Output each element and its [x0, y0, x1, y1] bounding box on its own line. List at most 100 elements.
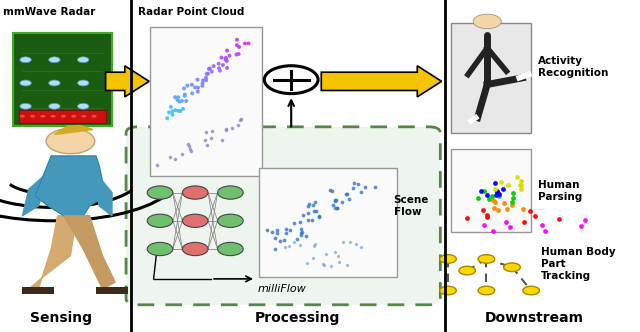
- Point: [234, 117, 244, 123]
- Circle shape: [478, 286, 495, 295]
- Point: [267, 229, 277, 235]
- Point: [262, 227, 272, 233]
- Point: [280, 245, 290, 250]
- Point: [308, 203, 319, 208]
- Point: [353, 181, 364, 186]
- Point: [308, 256, 319, 261]
- Bar: [22, 287, 54, 294]
- Point: [529, 213, 540, 218]
- Point: [207, 69, 217, 74]
- Point: [330, 249, 340, 254]
- Text: Human Body
Part
Tracking: Human Body Part Tracking: [541, 247, 616, 281]
- Point: [209, 63, 219, 69]
- Point: [488, 228, 498, 234]
- Point: [296, 230, 307, 235]
- Point: [326, 264, 337, 269]
- Point: [310, 208, 321, 214]
- Point: [484, 196, 494, 202]
- Point: [493, 191, 504, 197]
- Point: [289, 239, 299, 244]
- Circle shape: [182, 186, 208, 199]
- Point: [328, 203, 339, 208]
- Point: [314, 214, 324, 219]
- Point: [179, 86, 189, 91]
- Bar: [259, 168, 397, 277]
- Point: [496, 180, 506, 185]
- Circle shape: [147, 214, 173, 227]
- Circle shape: [49, 57, 60, 63]
- Point: [281, 230, 291, 236]
- Circle shape: [440, 286, 456, 295]
- Point: [310, 242, 320, 247]
- Point: [301, 233, 312, 239]
- Point: [281, 226, 291, 232]
- Point: [321, 251, 331, 256]
- Point: [360, 185, 371, 190]
- Point: [232, 37, 242, 42]
- Point: [190, 85, 200, 90]
- Point: [168, 112, 178, 118]
- Point: [349, 180, 359, 185]
- Point: [170, 156, 180, 161]
- Bar: [150, 27, 262, 176]
- Text: Sensing: Sensing: [30, 311, 92, 325]
- Point: [187, 91, 197, 96]
- Point: [165, 154, 175, 160]
- Point: [303, 201, 314, 207]
- Point: [225, 53, 235, 58]
- Circle shape: [92, 115, 97, 118]
- Point: [332, 205, 342, 210]
- Point: [296, 227, 306, 232]
- Point: [182, 83, 193, 88]
- Circle shape: [49, 80, 60, 86]
- Point: [289, 221, 299, 226]
- Point: [175, 99, 185, 104]
- Circle shape: [182, 242, 208, 256]
- Point: [284, 243, 294, 249]
- Point: [492, 189, 502, 194]
- Point: [481, 212, 492, 218]
- Point: [193, 85, 203, 90]
- Point: [220, 57, 230, 62]
- Point: [243, 41, 253, 46]
- Point: [217, 137, 227, 142]
- Point: [152, 162, 162, 167]
- Circle shape: [77, 57, 89, 63]
- Point: [207, 129, 217, 134]
- Point: [180, 93, 190, 99]
- Circle shape: [77, 103, 89, 109]
- Circle shape: [81, 115, 86, 118]
- Point: [462, 215, 472, 220]
- FancyBboxPatch shape: [126, 127, 440, 305]
- Circle shape: [20, 115, 25, 118]
- Point: [508, 191, 518, 196]
- Bar: [96, 287, 128, 294]
- Point: [505, 224, 515, 230]
- Text: Downstream: Downstream: [485, 311, 584, 325]
- Point: [218, 62, 228, 68]
- Point: [303, 204, 313, 209]
- Point: [183, 141, 193, 146]
- Point: [186, 149, 196, 154]
- Point: [204, 66, 214, 72]
- Point: [227, 125, 237, 131]
- Circle shape: [147, 186, 173, 199]
- Point: [173, 95, 184, 100]
- Point: [221, 58, 232, 64]
- Point: [477, 208, 488, 213]
- Point: [345, 239, 355, 244]
- Point: [269, 235, 280, 241]
- Point: [508, 196, 518, 201]
- Point: [166, 104, 176, 110]
- Point: [297, 229, 307, 234]
- Circle shape: [218, 186, 243, 199]
- Point: [344, 196, 354, 201]
- Point: [298, 212, 308, 217]
- Circle shape: [61, 115, 66, 118]
- Polygon shape: [35, 156, 106, 216]
- Point: [175, 109, 186, 114]
- Text: Processing: Processing: [255, 311, 340, 325]
- Point: [330, 197, 340, 202]
- Point: [201, 75, 211, 80]
- Point: [236, 116, 246, 121]
